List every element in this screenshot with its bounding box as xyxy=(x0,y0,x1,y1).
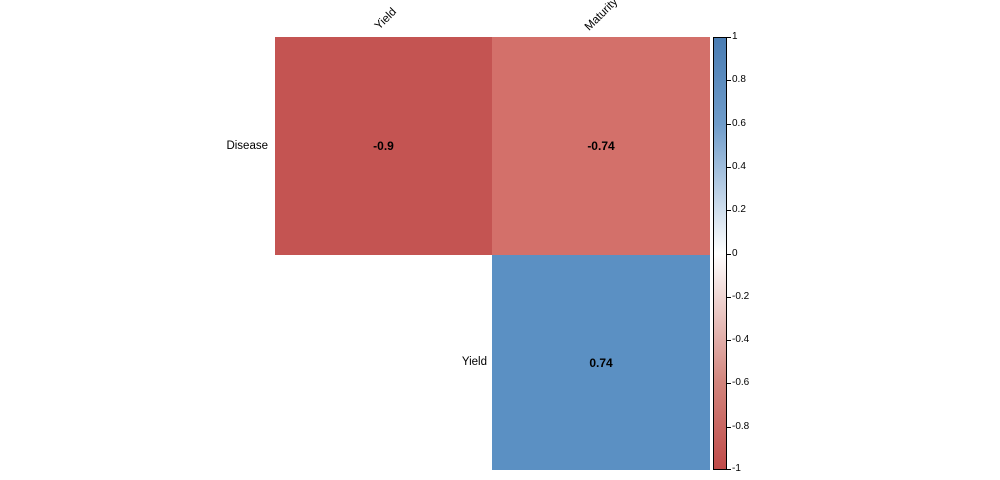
cell-value-disease-maturity: -0.74 xyxy=(587,139,615,153)
heatmap-cell-yield-maturity: 0.74 xyxy=(492,255,710,470)
colorbar-tick-label: 0 xyxy=(732,248,738,259)
row-label-yield: Yield xyxy=(461,356,487,368)
colorbar-tick-label: -0.4 xyxy=(732,334,750,345)
colorbar-tick-label: 1 xyxy=(732,31,738,42)
heatmap-cell-disease-maturity: -0.74 xyxy=(492,37,710,255)
colorbar-tick-label: 0.4 xyxy=(732,161,746,172)
colorbar-tick xyxy=(727,80,731,81)
colorbar-tick-label: 0.6 xyxy=(732,118,746,129)
colorbar-tick xyxy=(727,37,731,38)
colorbar-tick xyxy=(727,383,731,384)
heatmap-cell-disease-yield: -0.9 xyxy=(275,37,492,255)
colorbar-tick-label: 0.2 xyxy=(732,204,746,215)
column-label-maturity: Maturity xyxy=(582,0,621,34)
colorbar-tick xyxy=(727,124,731,125)
colorbar-tick xyxy=(727,427,731,428)
colorbar-tick xyxy=(727,254,731,255)
colorbar-gradient xyxy=(713,37,727,470)
colorbar-tick xyxy=(727,297,731,298)
colorbar-tick xyxy=(727,167,731,168)
colorbar-tick-label: -0.6 xyxy=(732,377,750,388)
colorbar-tick-label: -0.2 xyxy=(732,291,750,302)
cell-value-yield-maturity: 0.74 xyxy=(589,355,613,370)
colorbar-tick-label: 0.8 xyxy=(732,74,746,85)
column-label-yield: Yield xyxy=(372,6,400,33)
colorbar-tick xyxy=(727,340,731,341)
colorbar-tick xyxy=(727,469,731,470)
colorbar-tick-label: -0.8 xyxy=(732,421,750,432)
row-label-disease: Disease xyxy=(226,140,268,152)
colorbar-tick-label: -1 xyxy=(732,463,741,474)
cell-value-disease-yield: -0.9 xyxy=(373,139,394,153)
colorbar-tick xyxy=(727,210,731,211)
